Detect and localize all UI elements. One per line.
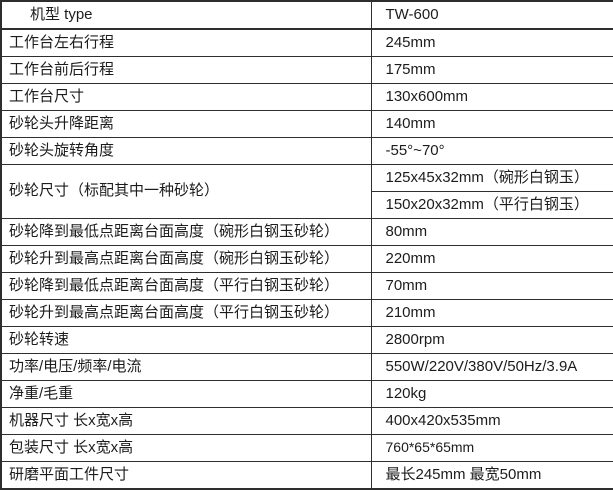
table-row: 工作台前后行程 175mm [0,56,613,84]
spec-label-cell: 净重/毛重 [0,380,372,408]
spec-value-cell: 400x420x535mm [370,407,613,435]
spec-value-cell: 550W/220V/380V/50Hz/3.9A [370,353,613,381]
table-row: 砂轮升到最高点距离台面高度（碗形白钢玉砂轮） 220mm [0,245,613,273]
spec-label-cell: 工作台前后行程 [0,56,372,84]
spec-label-cell: 砂轮头旋转角度 [0,137,372,165]
spec-value-machine-type: TW-600 [370,0,613,30]
spec-label-cell: 包装尺寸 长x宽x高 [0,434,372,462]
spec-value-cell: 220mm [370,245,613,273]
table-row: 包装尺寸 长x宽x高 760*65*65mm [0,434,613,462]
spec-label-cell-wheel-size: 砂轮尺寸（标配其中一种砂轮） [0,164,372,219]
spec-label-cell: 砂轮头升降距离 [0,110,372,138]
spec-label-cell: 砂轮升到最高点距离台面高度（平行白钢玉砂轮） [0,299,372,327]
table-row: 砂轮转速 2800rpm [0,326,613,354]
spec-value-cell: 150x20x32mm（平行白钢玉） [370,191,613,219]
table-row: 工作台左右行程 245mm [0,28,613,57]
spec-label-cell: 研磨平面工件尺寸 [0,461,372,490]
spec-value-cell: -55°~70° [370,137,613,165]
spec-label-cell: 工作台尺寸 [0,83,372,111]
spec-value-cell: 175mm [370,56,613,84]
spec-label-cell: 机器尺寸 长x宽x高 [0,407,372,435]
table-row-merged: 砂轮尺寸（标配其中一种砂轮） 125x45x32mm（碗形白钢玉） [0,164,613,219]
table-row: 净重/毛重 120kg [0,380,613,408]
spec-label-cell: 工作台左右行程 [0,28,372,57]
spec-value-cell: 80mm [370,218,613,246]
spec-value-cell: 245mm [370,28,613,57]
spec-value-cell: 130x600mm [370,83,613,111]
spec-value-cell: 2800rpm [370,326,613,354]
spec-label-cell: 砂轮转速 [0,326,372,354]
table-row: 功率/电压/频率/电流 550W/220V/380V/50Hz/3.9A [0,353,613,381]
table-row: 工作台尺寸 130x600mm [0,83,613,111]
spec-value-cell: 120kg [370,380,613,408]
table-row: 机器尺寸 长x宽x高 400x420x535mm [0,407,613,435]
spec-label-cell: 砂轮降到最低点距离台面高度（碗形白钢玉砂轮） [0,218,372,246]
spec-value-cell: 140mm [370,110,613,138]
table-row-header: 机型 type TW-600 [0,0,613,30]
table-row: 砂轮升到最高点距离台面高度（平行白钢玉砂轮） 210mm [0,299,613,327]
spec-value-cell: 760*65*65mm [370,434,613,462]
spec-label-cell: 砂轮升到最高点距离台面高度（碗形白钢玉砂轮） [0,245,372,273]
table-row: 砂轮头旋转角度 -55°~70° [0,137,613,165]
spec-value-cell: 125x45x32mm（碗形白钢玉） [370,164,613,192]
table-row: 砂轮头升降距离 140mm [0,110,613,138]
table-row: 砂轮降到最低点距离台面高度（平行白钢玉砂轮） 70mm [0,272,613,300]
table-row: 砂轮降到最低点距离台面高度（碗形白钢玉砂轮） 80mm [0,218,613,246]
spec-value-cell: 70mm [370,272,613,300]
spec-label-cell: 砂轮降到最低点距离台面高度（平行白钢玉砂轮） [0,272,372,300]
spec-value-cell: 210mm [370,299,613,327]
spec-label-machine-type: 机型 type [0,0,372,30]
table-row-merged: 150x20x32mm（平行白钢玉） [1,191,613,219]
table-row: 研磨平面工件尺寸 最长245mm 最宽50mm [0,461,613,490]
spec-label-cell: 功率/电压/频率/电流 [0,353,372,381]
spec-value-cell: 最长245mm 最宽50mm [370,461,613,490]
